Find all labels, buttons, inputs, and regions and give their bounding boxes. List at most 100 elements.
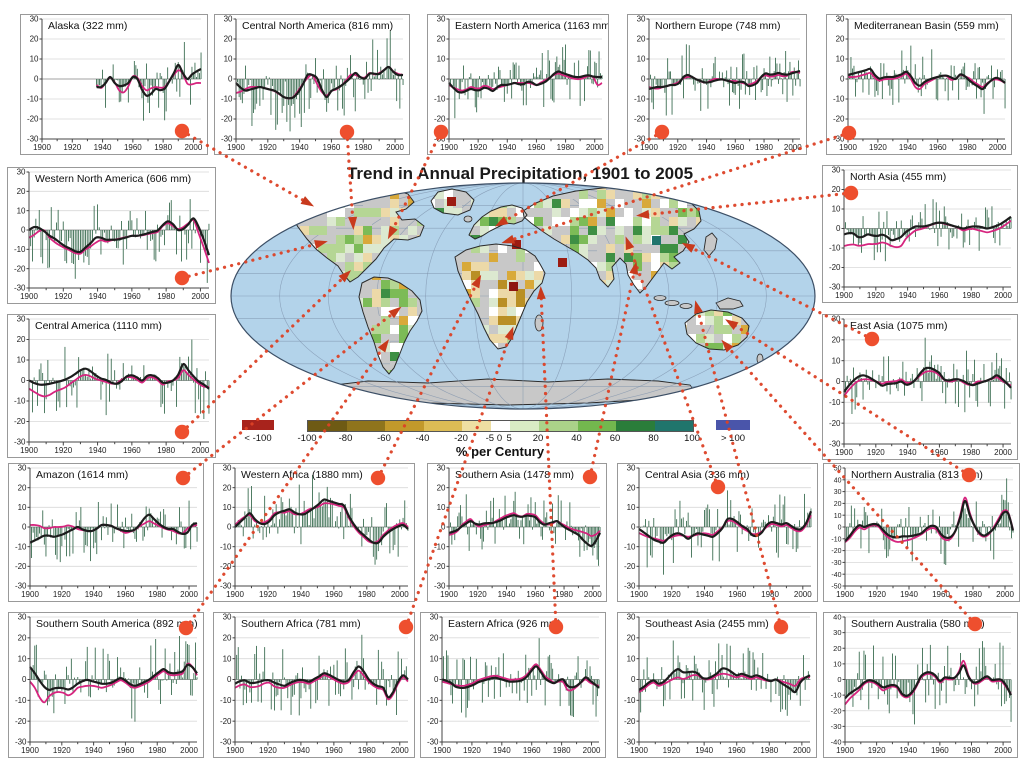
chart-title-label: Amazon (1614 mm) xyxy=(36,469,128,481)
svg-text:1920: 1920 xyxy=(867,448,885,457)
svg-text:20: 20 xyxy=(224,35,233,44)
svg-text:1920: 1920 xyxy=(54,446,72,455)
colorbar-over-label: > 100 xyxy=(720,433,746,444)
svg-text:1960: 1960 xyxy=(124,143,142,152)
svg-text:1960: 1960 xyxy=(931,448,949,457)
svg-text:0: 0 xyxy=(227,675,232,684)
svg-text:1960: 1960 xyxy=(123,292,141,301)
svg-text:1960: 1960 xyxy=(323,143,341,152)
svg-text:1920: 1920 xyxy=(663,590,681,599)
svg-text:-30: -30 xyxy=(15,738,27,747)
svg-text:1900: 1900 xyxy=(835,448,853,457)
colorbar-caption: % per Century xyxy=(455,444,545,459)
svg-text:1940: 1940 xyxy=(899,448,917,457)
svg-text:1940: 1940 xyxy=(698,143,716,152)
svg-text:0: 0 xyxy=(840,75,845,84)
svg-text:10: 10 xyxy=(223,654,232,663)
svg-text:1920: 1920 xyxy=(869,143,887,152)
svg-text:1940: 1940 xyxy=(696,590,714,599)
colorbar-segment xyxy=(654,421,693,431)
svg-text:-10: -10 xyxy=(829,244,841,253)
colorbar-tick-label: -5 xyxy=(485,433,495,444)
svg-text:-20: -20 xyxy=(831,548,841,555)
svg-text:-10: -10 xyxy=(15,696,27,705)
svg-text:10: 10 xyxy=(437,503,446,512)
svg-text:1960: 1960 xyxy=(117,746,135,755)
svg-text:30: 30 xyxy=(832,166,841,175)
svg-text:1960: 1960 xyxy=(932,590,950,599)
svg-text:1980: 1980 xyxy=(761,590,779,599)
svg-text:0: 0 xyxy=(34,75,39,84)
svg-text:-30: -30 xyxy=(427,738,439,747)
svg-text:-10: -10 xyxy=(14,245,26,254)
svg-text:0: 0 xyxy=(641,75,646,84)
world-map xyxy=(230,182,816,410)
svg-text:1980: 1980 xyxy=(157,292,175,301)
svg-text:-20: -20 xyxy=(634,115,646,124)
svg-text:-20: -20 xyxy=(14,417,26,426)
svg-text:1920: 1920 xyxy=(867,291,885,300)
colorbar-segment xyxy=(616,421,655,431)
svg-text:10: 10 xyxy=(627,503,636,512)
svg-text:1960: 1960 xyxy=(117,590,135,599)
svg-text:-20: -20 xyxy=(624,562,636,571)
svg-text:2000: 2000 xyxy=(192,446,210,455)
svg-text:-10: -10 xyxy=(624,696,636,705)
svg-text:30: 30 xyxy=(17,168,26,177)
svg-text:1900: 1900 xyxy=(21,590,39,599)
chart-sea: -30 -20 -10 0 10 20 30 1900 1920 1940 1960 1980 2000… xyxy=(617,612,817,758)
svg-text:20: 20 xyxy=(18,483,27,492)
svg-text:1960: 1960 xyxy=(526,590,544,599)
svg-text:-20: -20 xyxy=(27,115,39,124)
svg-text:1920: 1920 xyxy=(53,590,71,599)
svg-text:1980: 1980 xyxy=(964,590,982,599)
svg-text:1920: 1920 xyxy=(868,590,886,599)
svg-text:30: 30 xyxy=(637,15,646,24)
svg-text:1940: 1940 xyxy=(899,143,917,152)
chart-cas: -30 -20 -10 0 10 20 30 1900 1920 1940 1960 1980 2000… xyxy=(617,463,818,602)
svg-text:20: 20 xyxy=(18,633,27,642)
svg-text:-10: -10 xyxy=(15,542,27,551)
svg-text:10: 10 xyxy=(832,205,841,214)
chart-title-label: Central Asia (336 mm) xyxy=(645,469,749,481)
colorbar-under-label: < -100 xyxy=(244,433,272,444)
svg-text:30: 30 xyxy=(430,613,439,622)
colorbar-tick-label: -100 xyxy=(297,433,317,444)
svg-text:2000: 2000 xyxy=(794,590,812,599)
svg-text:1940: 1940 xyxy=(695,746,713,755)
svg-text:10: 10 xyxy=(637,55,646,64)
svg-text:20: 20 xyxy=(637,35,646,44)
svg-text:-10: -10 xyxy=(829,398,841,407)
chart-ena: -30 -20 -10 0 10 20 30 1900 1920 1940 1960 1980 2000… xyxy=(427,14,609,155)
svg-text:20: 20 xyxy=(833,644,841,653)
svg-text:1920: 1920 xyxy=(669,143,687,152)
svg-text:1980: 1980 xyxy=(959,143,977,152)
chart-title-label: Northern Europe (748 mm) xyxy=(655,20,780,32)
svg-text:1920: 1920 xyxy=(663,746,681,755)
svg-text:30: 30 xyxy=(437,464,446,473)
svg-text:1900: 1900 xyxy=(640,143,658,152)
svg-text:-20: -20 xyxy=(624,717,636,726)
svg-text:-10: -10 xyxy=(624,542,636,551)
svg-text:2000: 2000 xyxy=(583,746,601,755)
colorbar-segment xyxy=(510,421,539,431)
chart-ssa: -30 -20 -10 0 10 20 30 1900 1920 1940 1960 1980 2000… xyxy=(8,612,204,758)
svg-text:1940: 1940 xyxy=(498,143,516,152)
colorbar-segment xyxy=(462,421,491,431)
svg-text:2000: 2000 xyxy=(180,590,198,599)
svg-text:1900: 1900 xyxy=(440,590,458,599)
svg-text:1900: 1900 xyxy=(839,143,857,152)
svg-text:30: 30 xyxy=(17,315,26,324)
chart-title-label: Mediterranean Basin (559 mm) xyxy=(854,20,999,32)
svg-text:10: 10 xyxy=(833,659,841,668)
svg-text:1960: 1960 xyxy=(726,143,744,152)
svg-text:10: 10 xyxy=(17,206,26,215)
svg-text:1940: 1940 xyxy=(291,143,309,152)
chart-plot: -40 -30 -20 -10 0 10 20 30 40 1900 1920 1940 1960 198… xyxy=(831,613,1013,755)
chart-title-label: Southern Asia (1478 mm) xyxy=(455,469,574,481)
svg-text:1980: 1980 xyxy=(157,446,175,455)
